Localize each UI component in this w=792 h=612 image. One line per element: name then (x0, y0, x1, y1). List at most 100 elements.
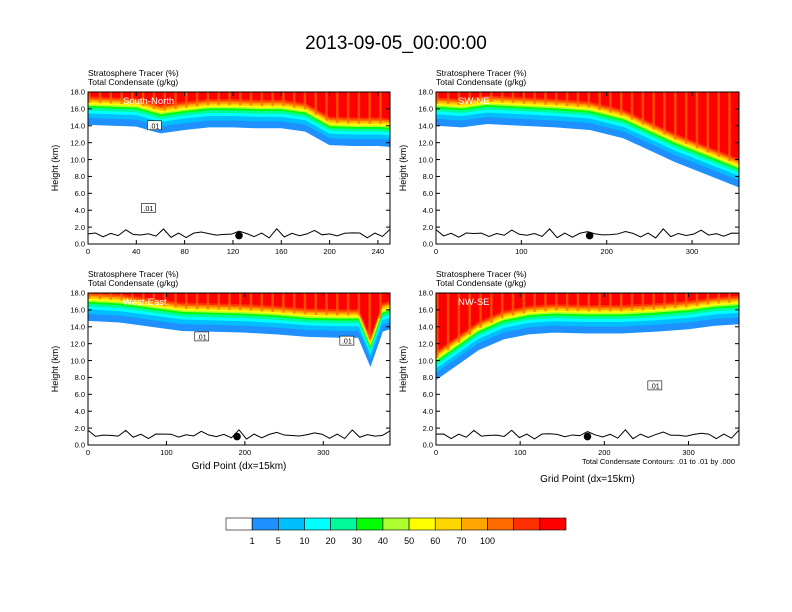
tracer-streak (239, 293, 242, 311)
tracer-streak (500, 92, 504, 103)
plot-area (436, 92, 739, 244)
tracer-streak (479, 92, 482, 104)
tracer-streak (446, 293, 450, 351)
tracer-streak (206, 92, 210, 106)
figure-title: 2013-09-05_00:00:00 (305, 33, 487, 54)
tracer-streak (379, 92, 382, 125)
tracer-streak (674, 293, 677, 309)
tracer-streak (368, 92, 371, 124)
y-tick-label: 16.0 (70, 105, 85, 114)
tracer-streak (185, 92, 188, 108)
tracer-streak (303, 293, 307, 315)
x-tick-label: 0 (86, 448, 90, 457)
y-tick-label: 12.0 (418, 339, 433, 348)
y-tick-label: 10.0 (70, 356, 85, 365)
location-marker (583, 432, 592, 441)
tracer-streak (479, 293, 482, 328)
tracer-streak (598, 92, 601, 111)
tracer-streak (174, 293, 177, 308)
tracer-streak (446, 92, 450, 105)
panel-1: 0.0 2.0 4.0 6.0 8.0 10.0 12.0 14.0 16.0 18.0 0 100 2… (398, 68, 740, 256)
y-tick-label: 12.0 (70, 138, 85, 147)
tracer-streak (271, 293, 274, 312)
y-tick-label: 0.0 (75, 240, 85, 249)
y-tick-label: 14.0 (70, 121, 85, 130)
panel-label: West-East (123, 297, 167, 308)
x-tick-label: 300 (686, 247, 699, 256)
tracer-streak (141, 92, 145, 107)
tracer-streak (303, 92, 307, 110)
x-tick-label: 200 (239, 448, 252, 457)
tracer-streak (468, 293, 471, 336)
tracer-streak (695, 92, 699, 149)
x-tick-label: 0 (434, 247, 438, 256)
plot-frame (435, 91, 740, 245)
tracer-streak (457, 92, 461, 106)
tracer-streak (98, 92, 102, 104)
tracer-streak (587, 92, 590, 108)
y-tick-label: 10.0 (70, 155, 85, 164)
y-tick-label: 2.0 (423, 424, 433, 433)
y-tick-label: 4.0 (423, 407, 433, 416)
tracer-streak (619, 293, 623, 312)
x-tick-label: 40 (132, 247, 140, 256)
tracer-streak (185, 293, 188, 309)
tracer-streak (598, 293, 601, 312)
colorbar-label: 50 (404, 536, 414, 546)
tracer-streak (511, 92, 515, 104)
tracer-streak (544, 293, 547, 312)
y-tick-label: 8.0 (423, 373, 433, 382)
tracer-streak (544, 92, 547, 105)
tracer-streak (260, 293, 264, 312)
tracer-streak (282, 92, 285, 107)
tracer-streak (98, 293, 102, 300)
x-tick-label: 0 (434, 448, 438, 457)
contour-label: .01 (342, 339, 352, 346)
tracer-streak (217, 92, 220, 106)
tracer-streak (468, 92, 471, 105)
x-axis-label: Grid Point (dx=15km) (192, 461, 287, 472)
tracer-streak (533, 293, 536, 312)
y-tick-label: 16.0 (70, 306, 85, 315)
colorbar-label: 5 (276, 536, 281, 546)
tracer-streak (706, 293, 710, 305)
tracer-streak (163, 293, 166, 307)
location-marker (235, 231, 243, 240)
y-tick-label: 10.0 (418, 356, 433, 365)
y-tick-label: 2.0 (423, 223, 433, 232)
tropopause-line (88, 123, 390, 147)
x-tick-label: 120 (227, 247, 240, 256)
contour-note: Total Condensate Contours: .01 to .01 by… (582, 457, 735, 466)
tracer-streak (717, 92, 720, 157)
y-tick-label: 16.0 (418, 105, 433, 114)
y-tick-label: 8.0 (75, 172, 85, 181)
colorbar-swatch (461, 517, 488, 531)
y-tick-label: 14.0 (418, 322, 433, 331)
y-tick-label: 12.0 (418, 138, 433, 147)
y-tick-label: 8.0 (423, 172, 433, 181)
tracer-streak (630, 92, 634, 120)
panel-label: NW-SE (458, 297, 490, 308)
y-tick-label: 6.0 (75, 390, 85, 399)
tracer-streak (260, 92, 264, 107)
y-tick-label: 8.0 (75, 373, 85, 382)
tracer-streak (325, 293, 328, 316)
x-tick-label: 240 (372, 247, 385, 256)
y-tick-label: 0.0 (423, 240, 433, 249)
tracer-streak (684, 293, 688, 308)
tracer-streak (436, 293, 439, 358)
tracer-streak (728, 293, 731, 303)
x-axis-label: Grid Point (dx=15km) (540, 474, 635, 485)
contour-label-box (647, 380, 663, 391)
tracer-streak (206, 293, 210, 310)
tracer-streak (88, 92, 91, 103)
tracer-streak (249, 293, 253, 311)
condensate-contour (436, 429, 739, 440)
tracer-streak (728, 92, 731, 162)
tracer-streak (576, 92, 580, 107)
location-marker (233, 432, 241, 441)
tracer-streak (576, 293, 580, 312)
tracer-streak (88, 293, 91, 299)
tracer-streak (457, 293, 461, 343)
